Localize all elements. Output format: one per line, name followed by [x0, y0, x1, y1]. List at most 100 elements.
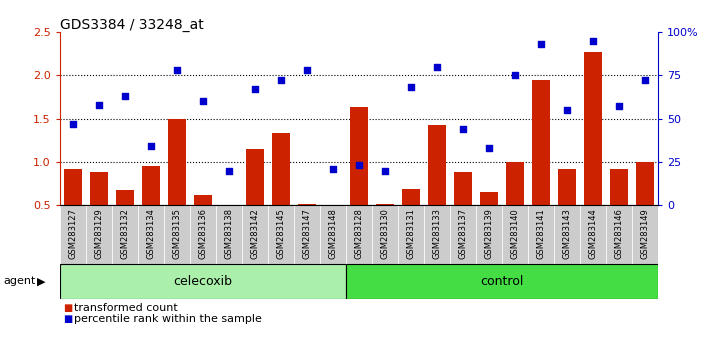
Text: GSM283141: GSM283141	[536, 208, 546, 259]
Text: transformed count: transformed count	[74, 303, 177, 313]
Text: celecoxib: celecoxib	[173, 275, 232, 288]
Bar	[324, 205, 342, 249]
Bar	[580, 205, 606, 264]
Point	[171, 67, 182, 73]
Bar	[450, 205, 476, 264]
Point	[93, 102, 104, 108]
Point	[197, 98, 208, 104]
Point	[379, 168, 391, 173]
Point	[510, 73, 521, 78]
Bar	[606, 205, 632, 264]
Bar	[610, 169, 628, 249]
Text: ▶: ▶	[37, 276, 46, 286]
Text: GSM283128: GSM283128	[355, 208, 363, 259]
Bar	[506, 162, 524, 249]
Bar	[398, 205, 424, 264]
Point	[353, 162, 365, 168]
Bar	[454, 172, 472, 249]
Text: ■: ■	[63, 314, 73, 324]
Point	[223, 168, 234, 173]
Bar	[632, 205, 658, 264]
Bar	[142, 166, 160, 249]
Bar	[294, 205, 320, 264]
Text: GSM283144: GSM283144	[589, 208, 598, 259]
Point	[249, 86, 260, 92]
Bar	[90, 172, 108, 249]
Point	[301, 67, 313, 73]
Bar	[424, 205, 450, 264]
Text: percentile rank within the sample: percentile rank within the sample	[74, 314, 262, 324]
Bar	[268, 205, 294, 264]
Text: GSM283149: GSM283149	[641, 208, 650, 259]
Text: GSM283131: GSM283131	[407, 208, 415, 259]
Bar	[554, 205, 580, 264]
Point	[432, 64, 443, 69]
Bar	[242, 205, 268, 264]
Bar	[60, 264, 346, 299]
Point	[145, 143, 156, 149]
Point	[119, 93, 130, 99]
Text: GSM283135: GSM283135	[172, 208, 182, 259]
Bar	[64, 169, 82, 249]
Bar	[528, 205, 554, 264]
Bar	[346, 205, 372, 264]
Point	[406, 85, 417, 90]
Text: GSM283147: GSM283147	[303, 208, 311, 259]
Text: control: control	[480, 275, 524, 288]
Text: GSM283145: GSM283145	[277, 208, 286, 259]
Bar	[558, 169, 577, 249]
Bar	[376, 204, 394, 249]
Text: GSM283137: GSM283137	[458, 208, 467, 259]
Point	[67, 121, 78, 127]
Bar	[372, 205, 398, 264]
Text: GSM283127: GSM283127	[68, 208, 77, 259]
Bar	[60, 205, 86, 264]
Point	[640, 78, 651, 83]
Bar	[246, 149, 264, 249]
Bar	[350, 107, 368, 249]
Bar	[112, 205, 138, 264]
Point	[275, 78, 287, 83]
Bar	[320, 205, 346, 264]
Text: GSM283130: GSM283130	[381, 208, 389, 259]
Bar	[194, 195, 212, 249]
Text: GSM283140: GSM283140	[510, 208, 520, 259]
Bar	[636, 162, 654, 249]
Text: GSM283143: GSM283143	[562, 208, 572, 259]
Text: GSM283148: GSM283148	[329, 208, 337, 259]
Text: GSM283134: GSM283134	[146, 208, 156, 259]
Point	[327, 166, 339, 172]
Text: GSM283139: GSM283139	[484, 208, 494, 259]
Point	[614, 104, 625, 109]
Bar	[216, 205, 242, 264]
Bar	[402, 189, 420, 249]
Bar	[480, 192, 498, 249]
Text: GSM283133: GSM283133	[432, 208, 441, 259]
Bar	[115, 190, 134, 249]
Bar	[346, 264, 658, 299]
Text: GDS3384 / 33248_at: GDS3384 / 33248_at	[60, 18, 203, 32]
Bar	[190, 205, 216, 264]
Bar	[476, 205, 502, 264]
Text: GSM283132: GSM283132	[120, 208, 130, 259]
Bar	[298, 204, 316, 249]
Point	[536, 41, 547, 47]
Point	[458, 126, 469, 132]
Text: GSM283138: GSM283138	[225, 208, 234, 259]
Bar	[428, 125, 446, 249]
Point	[588, 38, 599, 44]
Bar	[86, 205, 112, 264]
Text: GSM283129: GSM283129	[94, 208, 103, 259]
Bar	[164, 205, 190, 264]
Point	[562, 107, 573, 113]
Bar	[272, 133, 290, 249]
Text: GSM283142: GSM283142	[251, 208, 260, 259]
Text: GSM283136: GSM283136	[199, 208, 208, 259]
Text: agent: agent	[4, 276, 36, 286]
Text: GSM283146: GSM283146	[615, 208, 624, 259]
Bar	[584, 52, 603, 249]
Bar	[532, 80, 551, 249]
Bar	[138, 205, 164, 264]
Bar	[220, 205, 238, 249]
Text: ■: ■	[63, 303, 73, 313]
